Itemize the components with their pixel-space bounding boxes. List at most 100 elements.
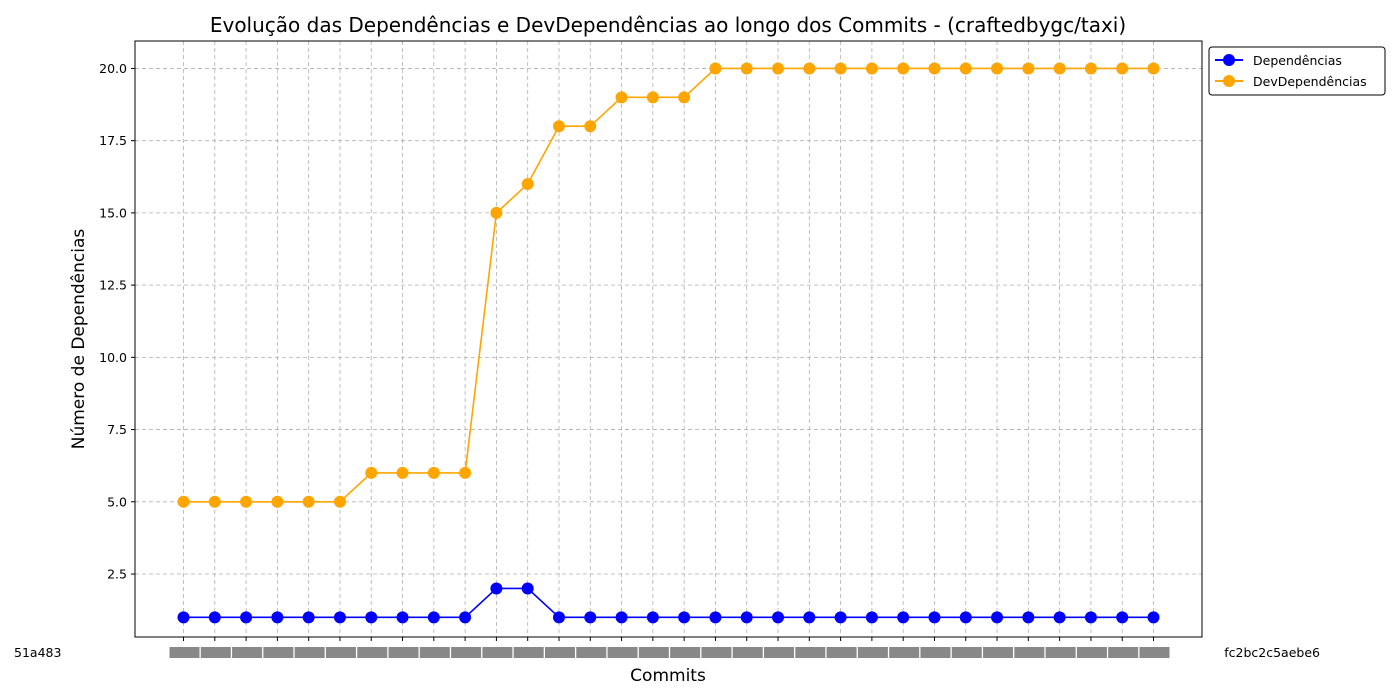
x-tick-label-overlap	[294, 647, 325, 658]
chart-title: Evolução das Dependências e DevDependênc…	[210, 13, 1126, 37]
data-point-series-1	[240, 495, 253, 508]
data-point-series-1	[1022, 62, 1035, 75]
x-tick-label-overlap	[826, 647, 857, 658]
x-tick-label-overlap	[857, 647, 888, 658]
data-point-series-0	[646, 611, 659, 624]
data-point-series-0	[959, 611, 972, 624]
x-tick-label-overlap	[1108, 647, 1139, 658]
x-tick-label-overlap	[764, 647, 795, 658]
x-tick-label-overlap	[670, 647, 701, 658]
data-point-series-1	[459, 466, 472, 479]
x-tick-label-overlap	[701, 647, 732, 658]
data-point-series-1	[521, 178, 534, 191]
legend: Dependências DevDependências	[1208, 46, 1386, 96]
data-point-series-0	[459, 611, 472, 624]
legend-box	[1208, 46, 1386, 96]
grid-lines	[135, 41, 1202, 637]
x-axis-ticks: 51a483 fc2bc2c5aebe6	[14, 637, 1320, 660]
x-tick-label-last: fc2bc2c5aebe6	[1224, 645, 1320, 660]
x-tick-label-overlap	[200, 647, 231, 658]
data-point-series-0	[772, 611, 785, 624]
data-point-series-1	[928, 62, 941, 75]
y-tick-label: 17.5	[99, 133, 127, 148]
data-point-series-1	[740, 62, 753, 75]
legend-marker-devdependencias	[1223, 75, 1235, 87]
data-point-series-1	[396, 466, 409, 479]
data-point-series-1	[552, 120, 565, 133]
x-tick-label-overlap	[795, 647, 826, 658]
data-point-series-0	[1116, 611, 1129, 624]
x-tick-label-overlap	[232, 647, 263, 658]
data-point-series-0	[615, 611, 628, 624]
y-tick-label: 2.5	[107, 567, 127, 582]
data-point-series-1	[772, 62, 785, 75]
data-point-series-1	[678, 91, 691, 104]
x-tick-label-overlap	[1045, 647, 1076, 658]
x-tick-label-overlap	[325, 647, 356, 658]
y-tick-label: 20.0	[99, 61, 127, 76]
x-tick-label-overlap	[576, 647, 607, 658]
x-tick-labels-overlapping	[169, 647, 1170, 658]
legend-marker-dependencias	[1223, 54, 1235, 66]
data-point-series-1	[271, 495, 284, 508]
data-point-series-1	[897, 62, 910, 75]
x-tick-label-overlap	[1139, 647, 1170, 658]
data-point-series-0	[490, 582, 503, 595]
x-tick-label-overlap	[169, 647, 200, 658]
x-tick-label-overlap	[451, 647, 482, 658]
data-point-series-1	[333, 495, 346, 508]
data-point-series-1	[803, 62, 816, 75]
data-point-series-1	[1147, 62, 1160, 75]
data-point-series-0	[552, 611, 565, 624]
data-point-series-0	[991, 611, 1004, 624]
data-point-series-0	[521, 582, 534, 595]
y-tick-label: 10.0	[99, 350, 127, 365]
data-point-series-0	[1147, 611, 1160, 624]
data-point-series-0	[208, 611, 221, 624]
data-point-series-1	[959, 62, 972, 75]
data-point-series-0	[897, 611, 910, 624]
x-tick-label-overlap	[1014, 647, 1045, 658]
x-tick-label-overlap	[638, 647, 669, 658]
x-tick-label-overlap	[983, 647, 1014, 658]
series-layer	[177, 62, 1160, 624]
data-point-series-0	[803, 611, 816, 624]
x-tick-label-overlap	[889, 647, 920, 658]
data-point-series-1	[208, 495, 221, 508]
legend-label-devdependencias: DevDependências	[1253, 74, 1367, 89]
data-point-series-1	[1116, 62, 1129, 75]
y-tick-label: 7.5	[107, 422, 127, 437]
data-point-series-0	[834, 611, 847, 624]
data-point-series-1	[177, 495, 190, 508]
y-tick-label: 15.0	[99, 205, 127, 220]
x-tick-label-overlap	[263, 647, 294, 658]
y-axis-ticks: 2.5 5.0 7.5 10.0 12.5 15.0 17.5 20.0	[99, 61, 135, 582]
data-point-series-1	[427, 466, 440, 479]
data-point-series-0	[1053, 611, 1066, 624]
data-point-series-0	[584, 611, 597, 624]
data-point-series-1	[490, 206, 503, 219]
data-point-series-0	[302, 611, 315, 624]
plot-frame	[134, 40, 1203, 638]
y-tick-label: 5.0	[107, 494, 127, 509]
data-point-series-1	[646, 91, 659, 104]
data-point-series-0	[333, 611, 346, 624]
x-tick-label-overlap	[357, 647, 388, 658]
data-point-series-0	[396, 611, 409, 624]
data-point-series-1	[365, 466, 378, 479]
x-tick-label-overlap	[920, 647, 951, 658]
x-tick-label-overlap	[1076, 647, 1107, 658]
data-point-series-0	[709, 611, 722, 624]
data-point-series-0	[271, 611, 284, 624]
data-point-series-0	[1022, 611, 1035, 624]
data-point-series-0	[1084, 611, 1097, 624]
data-point-series-0	[427, 611, 440, 624]
x-tick-label-overlap	[513, 647, 544, 658]
data-point-series-1	[709, 62, 722, 75]
data-point-series-0	[865, 611, 878, 624]
data-point-series-1	[584, 120, 597, 133]
x-axis-label: Commits	[630, 666, 706, 686]
x-tick-label-overlap	[544, 647, 575, 658]
